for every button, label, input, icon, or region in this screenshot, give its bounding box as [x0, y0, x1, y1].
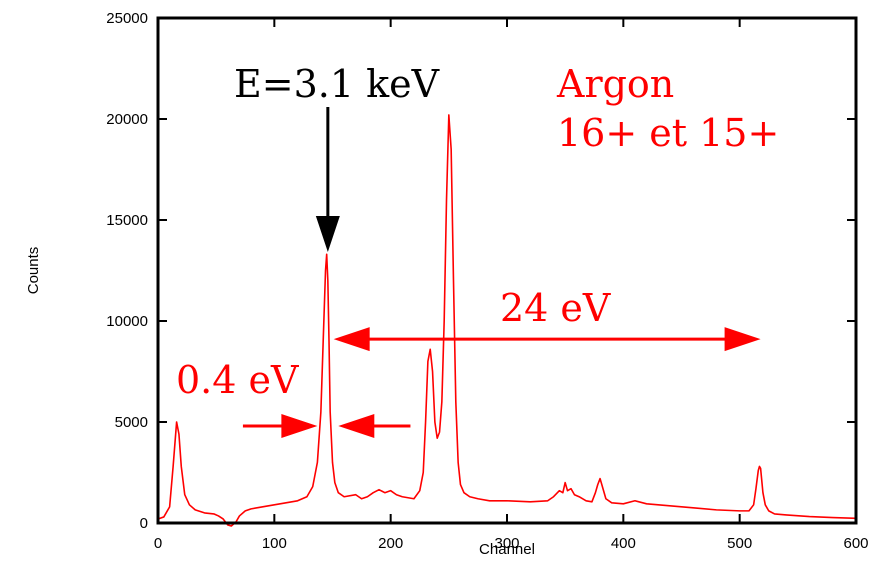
y-tick-label: 15000: [106, 212, 148, 229]
annotation-text-group: E=3.1 keV Argon 16+ et 15+ 24 eV 0.4 eV: [176, 62, 779, 402]
series-line-0: [157, 114, 857, 527]
x-tick-label: 300: [494, 535, 519, 552]
span-arrowhead-left: [333, 327, 370, 352]
y-axis-title: Counts: [25, 247, 42, 295]
energy-arrowhead: [315, 216, 340, 252]
x-tick-label: 0: [154, 535, 162, 552]
x-tick-label: 400: [611, 535, 636, 552]
energy-label: E=3.1 keV: [234, 62, 440, 106]
tick-group: 0 100 200 300 400 500 600 0 5000 10000 15000 20000 2…: [25, 10, 869, 558]
width-label: 0.4 eV: [176, 358, 299, 402]
width-arrowhead-left: [281, 414, 318, 439]
y-tick-label: 0: [140, 515, 148, 532]
x-tick-label: 600: [843, 535, 868, 552]
charge-label: 16+ et 15+: [557, 111, 779, 155]
x-tick-label: 100: [262, 535, 287, 552]
annotation-arrows-group: [242, 107, 761, 439]
plot-series-group: [157, 114, 857, 527]
y-tick-label: 25000: [106, 10, 148, 27]
element-label: Argon: [556, 62, 674, 106]
width-arrowhead-right: [338, 414, 375, 439]
span-arrowhead-right: [724, 327, 761, 352]
span-label: 24 eV: [500, 286, 611, 330]
x-tick-label: 200: [378, 535, 403, 552]
x-tick-label: 500: [727, 535, 752, 552]
y-tick-label: 5000: [115, 414, 148, 431]
y-tick-label: 20000: [106, 111, 148, 128]
y-tick-label: 10000: [106, 313, 148, 330]
x-axis-title: Channel: [479, 541, 535, 558]
